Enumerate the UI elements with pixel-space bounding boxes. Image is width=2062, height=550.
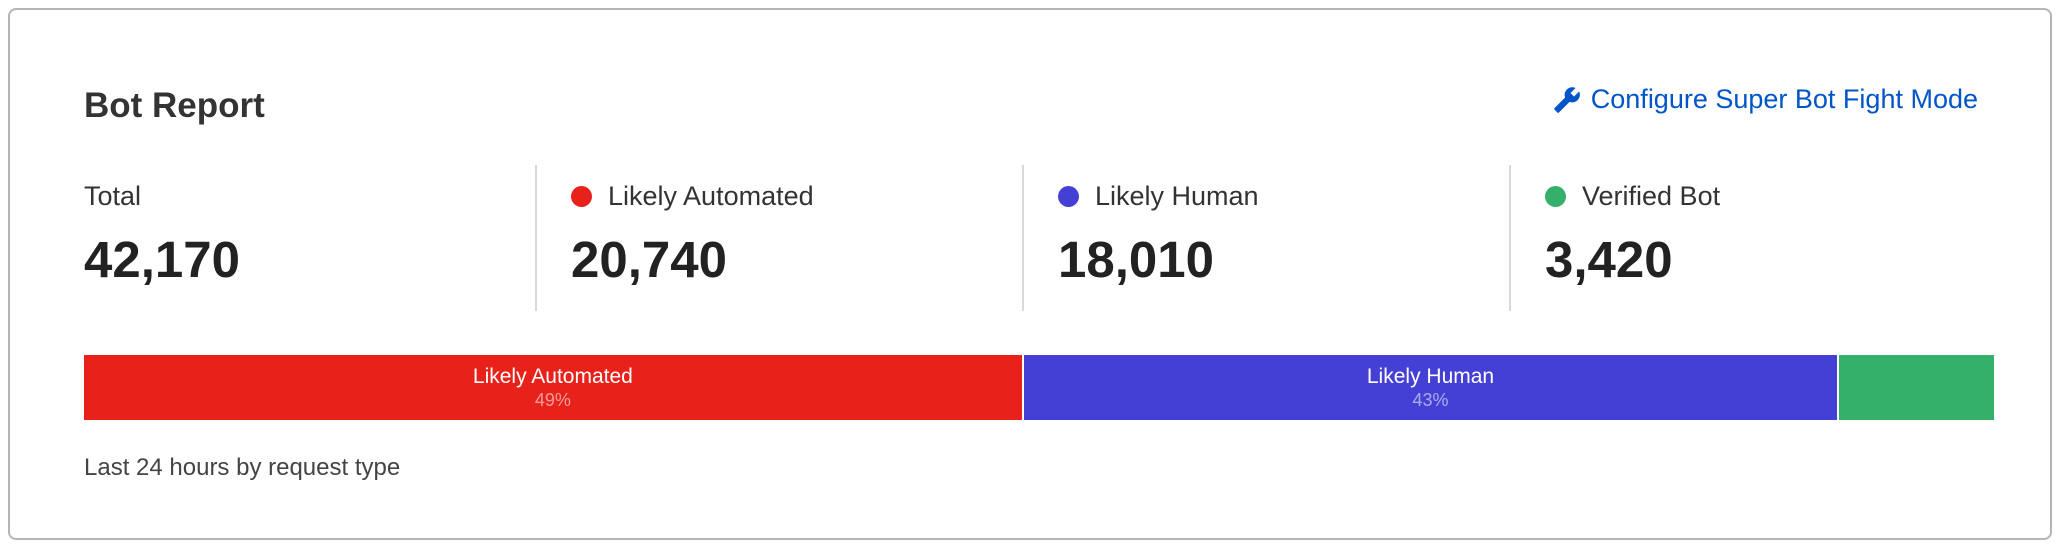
stat-total: Total 42,170 — [84, 165, 535, 311]
stat-value: 18,010 — [1058, 231, 1214, 288]
stats-row: Total 42,170 Likely Automated 20,740 Lik… — [84, 165, 1996, 311]
green-dot-icon — [1545, 186, 1566, 207]
bar-segment-likely-human[interactable]: Likely Human 43% — [1023, 355, 1840, 420]
stat-verified-bot: Verified Bot 3,420 — [1509, 165, 1996, 311]
blue-dot-icon — [1058, 186, 1079, 207]
segment-label: Likely Human — [1366, 364, 1495, 388]
segment-label: Likely Automated — [472, 364, 633, 388]
stat-value: 20,740 — [571, 231, 727, 288]
segment-percent: 43% — [1412, 389, 1449, 410]
stat-value: 42,170 — [84, 231, 240, 288]
footnote: Last 24 hours by request type — [84, 454, 401, 481]
wrench-icon — [1553, 86, 1580, 113]
card-title: Bot Report — [84, 86, 265, 125]
stat-label: Verified Bot — [1582, 181, 1721, 211]
stat-likely-human: Likely Human 18,010 — [1022, 165, 1509, 311]
stat-label: Total — [84, 181, 142, 211]
stat-likely-automated: Likely Automated 20,740 — [535, 165, 1022, 311]
stat-label: Likely Human — [1095, 181, 1259, 211]
configure-super-bot-fight-mode-link[interactable]: Configure Super Bot Fight Mode — [1553, 84, 1978, 115]
request-type-bar: Likely Automated 49% Likely Human 43% — [84, 355, 1994, 420]
stat-label: Likely Automated — [608, 181, 814, 211]
bar-segment-likely-automated[interactable]: Likely Automated 49% — [84, 355, 1024, 420]
bot-report-card: Bot Report Configure Super Bot Fight Mod… — [8, 8, 2052, 540]
bar-segment-verified-bot[interactable] — [1839, 355, 1994, 420]
segment-percent: 49% — [534, 389, 571, 410]
configure-link-label: Configure Super Bot Fight Mode — [1590, 84, 1978, 114]
red-dot-icon — [571, 186, 592, 207]
stat-value: 3,420 — [1545, 231, 1673, 288]
